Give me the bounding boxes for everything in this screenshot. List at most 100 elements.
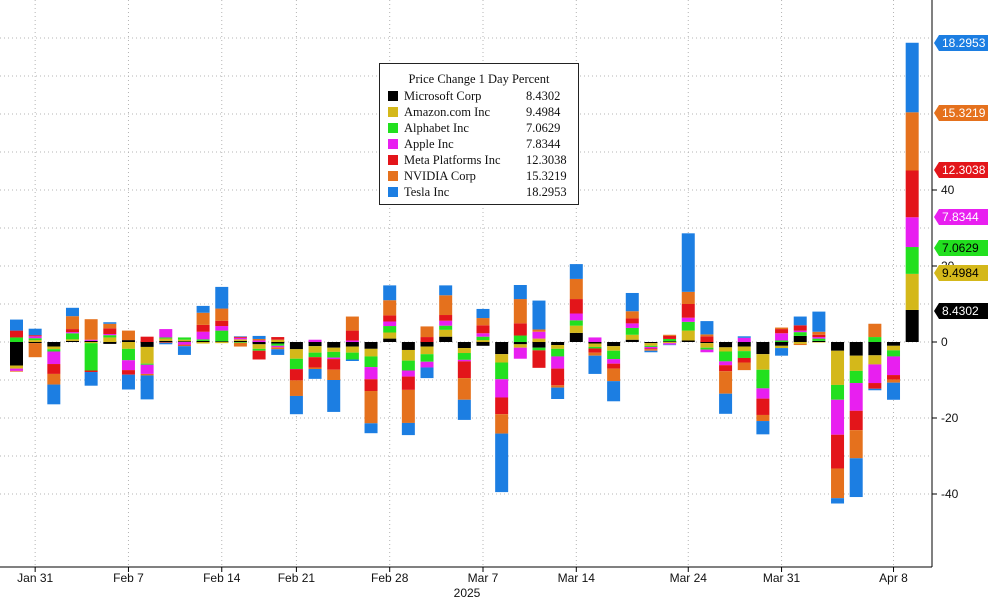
bar-segment — [10, 370, 23, 372]
bar-segment — [551, 356, 565, 369]
bar-segment — [308, 368, 322, 379]
bar-segment — [383, 321, 397, 327]
bar-segment — [364, 367, 378, 380]
x-tick-label: Feb 7 — [113, 571, 144, 585]
x-tick-label: Feb 28 — [371, 571, 409, 585]
bar-segment — [551, 345, 565, 349]
bar-segment — [401, 376, 415, 390]
bar-segment — [65, 316, 79, 330]
bar-segment — [495, 433, 509, 493]
bar-segment — [457, 359, 471, 362]
bar-segment — [831, 342, 845, 351]
bar-segment — [345, 342, 359, 347]
bar-segment — [849, 383, 863, 411]
value-flag-text: 8.4302 — [942, 304, 979, 318]
bar-segment — [457, 361, 471, 379]
legend-item-value: 9.4984 — [526, 105, 561, 119]
bar-segment — [905, 273, 919, 310]
bar-segment — [663, 335, 677, 339]
bar-segment — [196, 340, 210, 342]
bar-segment — [625, 327, 639, 335]
bar-segment — [215, 308, 229, 321]
bar-segment — [495, 379, 509, 398]
bar-segment — [700, 343, 714, 348]
bar-segment — [233, 336, 247, 337]
bar-segment — [364, 391, 378, 424]
bar-segment — [457, 378, 471, 400]
value-flag: 12.3038 — [934, 162, 988, 178]
value-flag: 7.8344 — [934, 209, 988, 225]
bar-segment — [588, 355, 602, 374]
x-tick-label: Mar 31 — [763, 571, 801, 585]
legend-item-meta: Meta Platforms Inc 12.3038 — [380, 152, 578, 168]
y-tick-label: 0 — [941, 335, 948, 349]
bar-segment — [383, 315, 397, 322]
x-tick-label: Mar 7 — [468, 571, 499, 585]
bar-segment — [513, 299, 527, 324]
bar-segment — [364, 342, 378, 349]
bar-segment — [215, 330, 229, 342]
legend-item-value: 15.3219 — [526, 169, 567, 183]
bar-segment — [737, 346, 751, 352]
bar-segment — [140, 363, 154, 365]
bar-segment — [420, 342, 434, 347]
bar-segment — [289, 395, 303, 415]
bar-segment — [681, 321, 695, 331]
bar-segment — [177, 342, 191, 345]
bar-segment — [140, 364, 154, 374]
value-flag-box — [934, 303, 988, 319]
bar-segment — [420, 367, 434, 379]
bar-segment — [905, 112, 919, 171]
x-tick-label: Jan 31 — [17, 571, 53, 585]
bar-segment — [121, 342, 135, 349]
bar-segment — [327, 357, 341, 360]
bar-segment — [569, 299, 583, 314]
bar-segment — [831, 434, 845, 469]
bar-segment — [327, 351, 341, 358]
bar-segment — [252, 348, 266, 351]
legend-item-name: Alphabet Inc — [404, 121, 469, 135]
bar-segment — [308, 339, 322, 342]
bar-segment — [700, 349, 714, 353]
bar-segment — [121, 330, 135, 341]
bar-segment — [103, 323, 117, 329]
bar-segment — [663, 344, 677, 346]
bar-segment — [364, 379, 378, 392]
bar-segment — [28, 336, 42, 339]
bar-segment — [103, 337, 117, 342]
bar-segment — [121, 348, 135, 361]
value-flag-box — [934, 162, 988, 178]
bar-segment — [793, 316, 807, 326]
bar-segment — [644, 343, 658, 346]
bar-segment — [756, 388, 770, 399]
bar-segment — [103, 342, 117, 344]
bar-segment — [607, 363, 621, 369]
bar-segment — [28, 343, 42, 358]
bar-segment — [551, 387, 565, 399]
bar-segment — [215, 342, 229, 344]
bar-segment — [10, 337, 23, 342]
bar-segment — [308, 357, 322, 368]
bar-segment — [625, 292, 639, 312]
bar-segment — [607, 350, 621, 360]
bar-segment — [159, 342, 173, 343]
bar-segment — [663, 334, 677, 336]
bar-segment — [215, 341, 229, 342]
bar-segment — [84, 340, 98, 342]
bar-segment — [681, 340, 695, 342]
bar-segment — [439, 329, 453, 337]
bar-segment — [513, 342, 527, 345]
bar-segment — [476, 333, 490, 337]
bar-segment — [775, 340, 789, 342]
x-tick-label: Apr 8 — [879, 571, 908, 585]
bar-segment — [159, 337, 173, 339]
bar-segment — [849, 430, 863, 459]
value-labels: 18.2953 15.3219 12.3038 7.8344 7.0629 9.4984 8… — [934, 35, 988, 319]
bar-segment — [47, 384, 61, 405]
bar-segment — [420, 326, 434, 338]
value-flag-text: 7.8344 — [942, 210, 979, 224]
bar-segment — [719, 393, 733, 414]
y-tick-label: -40 — [941, 487, 959, 501]
bar-segment — [401, 349, 415, 361]
bar-segment — [196, 331, 210, 340]
